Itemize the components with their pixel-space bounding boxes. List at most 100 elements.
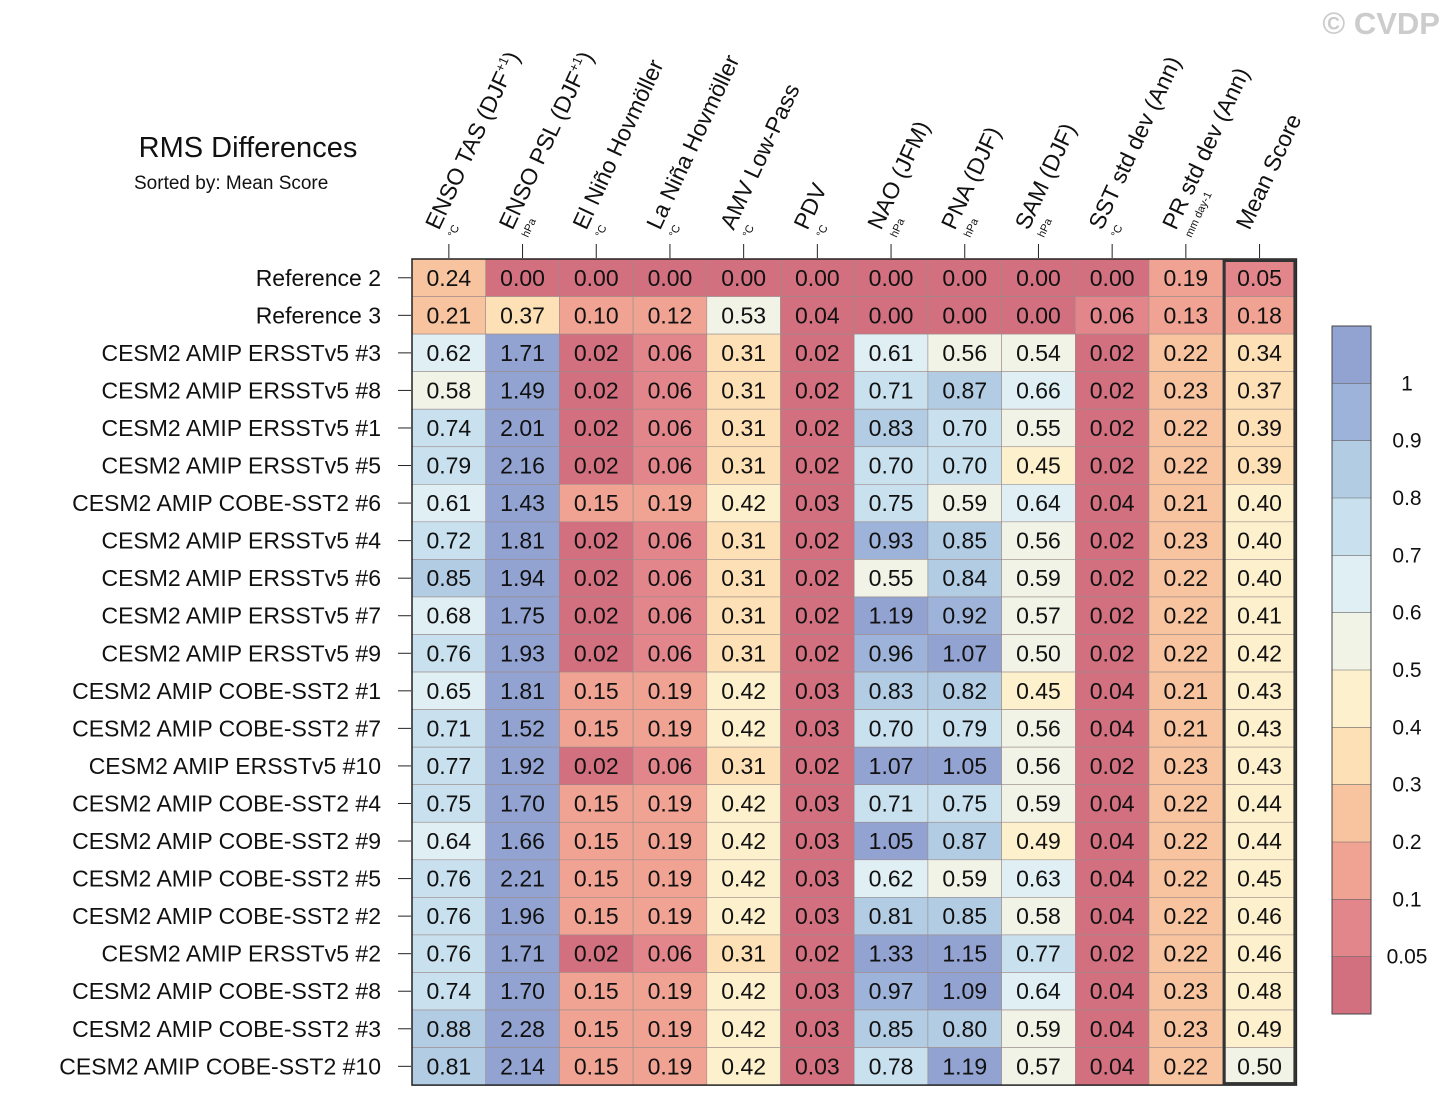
heatmap-cell xyxy=(1222,972,1297,1011)
cell-value-label: 0.05 xyxy=(1237,265,1282,291)
cell-value-label: 0.02 xyxy=(1090,453,1135,479)
cell-value-label: 0.40 xyxy=(1237,565,1282,591)
cell-value-label: 0.00 xyxy=(1090,265,1135,291)
heatmap-cell xyxy=(780,1047,855,1086)
cell-value-label: 0.76 xyxy=(426,866,471,892)
cell-value-label: 0.02 xyxy=(795,453,840,479)
row-label: CESM2 AMIP COBE-SST2 #1 xyxy=(72,678,381,704)
cell-value-label: 0.18 xyxy=(1237,302,1282,328)
heatmap-cell xyxy=(1148,784,1223,823)
heatmap-cell xyxy=(485,296,560,335)
heatmap-cell xyxy=(411,483,486,523)
heatmap-frame xyxy=(411,258,1298,1086)
column-label: Mean Score xyxy=(1231,110,1307,233)
heatmap-cell xyxy=(853,1047,929,1086)
heatmap-cell xyxy=(559,671,634,710)
column-labels: ENSO TAS (DJF+1)°C ENSO PSL (DJF+1)hPa El … xyxy=(420,47,1307,239)
heatmap-cell xyxy=(485,671,560,710)
heatmap-cells xyxy=(411,258,1297,1086)
cell-value-label: 0.23 xyxy=(1163,1016,1208,1042)
cell-value-label: 0.06 xyxy=(1090,302,1135,328)
cell-value-label: 0.59 xyxy=(1016,790,1061,816)
heatmap-cell xyxy=(1001,634,1076,673)
cell-value-label: 0.43 xyxy=(1237,715,1282,741)
cell-value-label: 0.76 xyxy=(426,941,471,967)
heatmap-cell xyxy=(559,521,634,560)
heatmap-cell xyxy=(1222,483,1297,523)
heatmap-cell xyxy=(1222,1047,1297,1086)
heatmap-cell xyxy=(1148,296,1223,335)
heatmap-cell xyxy=(706,1047,781,1086)
cell-value-label: 0.72 xyxy=(426,528,471,554)
cell-value-label: 0.59 xyxy=(1016,565,1061,591)
cell-value-label: 0.92 xyxy=(942,603,987,629)
cell-value-label: 0.77 xyxy=(426,753,471,779)
heatmap-cell xyxy=(780,671,855,710)
column-label-text: SAM (DJF) xyxy=(1009,119,1081,233)
cell-value-label: 0.00 xyxy=(1016,302,1061,328)
cell-value-label: 0.02 xyxy=(1090,640,1135,666)
colorbar-tick-label: 0.5 xyxy=(1392,659,1421,682)
cell-value-label: 0.56 xyxy=(1016,753,1061,779)
cell-value-label: 0.45 xyxy=(1016,678,1061,704)
heatmap-cell xyxy=(1075,1009,1150,1048)
heatmap-cell xyxy=(706,934,781,973)
colorbar-swatch xyxy=(1332,956,1371,1015)
heatmap-cell xyxy=(853,859,929,898)
row-label: CESM2 AMIP COBE-SST2 #8 xyxy=(72,978,381,1004)
cell-value-label: 1.19 xyxy=(942,1053,987,1079)
heatmap-cell xyxy=(1222,521,1297,560)
cell-value-label: 2.01 xyxy=(500,415,545,441)
heatmap-cell xyxy=(927,1047,1002,1086)
heatmap-cell xyxy=(1222,559,1297,598)
heatmap-cell xyxy=(1222,934,1297,973)
colorbar-swatch xyxy=(1332,842,1371,900)
cell-value-label: 0.64 xyxy=(1016,978,1061,1004)
heatmap-cell xyxy=(1148,634,1223,673)
cell-value-label: 2.14 xyxy=(500,1053,545,1079)
cell-value-label: 0.15 xyxy=(574,490,619,516)
cell-value-label: 0.00 xyxy=(1016,265,1061,291)
cell-value-label: 0.22 xyxy=(1163,790,1208,816)
cell-value-label: 0.03 xyxy=(795,1053,840,1079)
heatmap-cell xyxy=(411,296,486,335)
cell-value-label: 0.06 xyxy=(648,377,693,403)
cell-value-label: 0.71 xyxy=(426,715,471,741)
cell-value-label: 0.34 xyxy=(1237,340,1282,366)
column-label: PDV xyxy=(788,179,832,233)
cell-value-label: 0.31 xyxy=(721,941,766,967)
cell-value-label: 0.06 xyxy=(648,941,693,967)
cell-value-label: 0.43 xyxy=(1237,753,1282,779)
cell-value-label: 0.31 xyxy=(721,528,766,554)
colorbar-tick-label: 0.1 xyxy=(1392,888,1421,911)
heatmap-cell xyxy=(780,446,855,485)
cell-value-label: 0.19 xyxy=(648,490,693,516)
heatmap-cell xyxy=(485,709,560,748)
row-label: CESM2 AMIP COBE-SST2 #6 xyxy=(72,490,381,516)
row-label: CESM2 AMIP COBE-SST2 #10 xyxy=(59,1053,381,1079)
cell-value-label: 0.83 xyxy=(869,415,914,441)
heatmap-cell xyxy=(411,821,486,861)
cell-value-label: 0.03 xyxy=(795,978,840,1004)
cell-value-label: 1.92 xyxy=(500,753,545,779)
cell-value-label: 0.02 xyxy=(574,377,619,403)
heatmap-cell xyxy=(706,521,781,560)
cell-value-label: 0.00 xyxy=(795,265,840,291)
heatmap-cell xyxy=(780,483,855,523)
heatmap-cell xyxy=(853,521,929,560)
column-label-text: PDV xyxy=(788,179,832,233)
heatmap-cell xyxy=(1075,483,1150,523)
cell-value-label: 0.22 xyxy=(1163,415,1208,441)
heatmap-cell xyxy=(853,446,929,485)
cell-value-label: 0.59 xyxy=(942,490,987,516)
heatmap-cell xyxy=(632,371,708,410)
cell-value-label: 0.03 xyxy=(795,678,840,704)
heatmap-cell xyxy=(706,258,781,297)
cell-value-label: 0.75 xyxy=(942,790,987,816)
cell-value-label: 0.04 xyxy=(1090,790,1135,816)
cell-value-label: 1.75 xyxy=(500,603,545,629)
heatmap-cell xyxy=(559,897,634,936)
heatmap-cell xyxy=(1001,559,1076,598)
cell-value-label: 0.42 xyxy=(721,828,766,854)
